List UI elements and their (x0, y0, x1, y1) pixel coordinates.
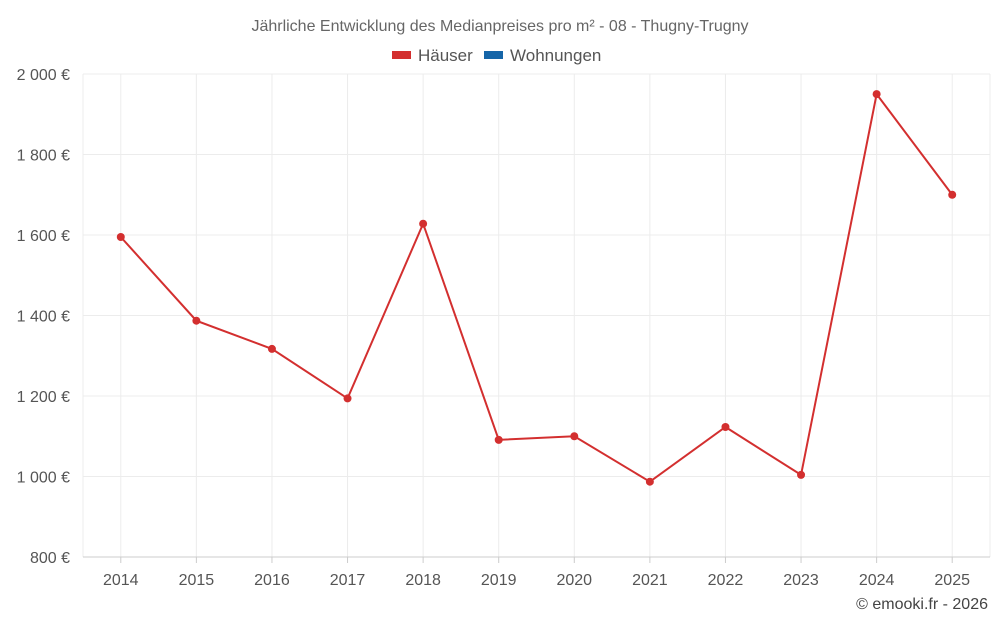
x-tick-label: 2016 (254, 572, 290, 589)
legend-label-wohnungen: Wohnungen (510, 46, 601, 65)
data-point-haeuser[interactable] (494, 435, 503, 444)
credit-text: © emooki.fr - 2026 (856, 596, 988, 613)
legend: Häuser Wohnungen (392, 46, 601, 65)
x-tick-label: 2025 (934, 572, 970, 589)
x-tick-label: 2019 (481, 572, 517, 589)
y-tick-label: 800 € (30, 550, 70, 567)
y-tick-label: 1 000 € (17, 470, 70, 487)
legend-item-wohnungen[interactable]: Wohnungen (484, 46, 601, 65)
legend-label-haeuser: Häuser (418, 46, 473, 65)
series-haeuser (116, 90, 957, 486)
y-tick-label: 2 000 € (17, 67, 70, 84)
grid (82, 73, 991, 557)
data-point-haeuser[interactable] (267, 344, 276, 353)
legend-item-haeuser[interactable]: Häuser (392, 46, 473, 65)
chart-title: Jährliche Entwicklung des Medianpreises … (251, 18, 748, 35)
data-point-haeuser[interactable] (419, 219, 428, 228)
y-tick-label: 1 400 € (17, 309, 70, 326)
x-tick-label: 2020 (556, 572, 592, 589)
x-axis: 2014 2015 2016 2017 2018 2019 2020 2021 2022 2023… (83, 556, 990, 589)
x-tick-label: 2021 (632, 572, 668, 589)
x-tick-label: 2014 (103, 572, 139, 589)
legend-swatch-haeuser (392, 51, 411, 59)
x-tick-label: 2018 (405, 572, 441, 589)
legend-swatch-wohnungen (484, 51, 503, 59)
x-tick-label: 2022 (708, 572, 744, 589)
y-axis: 800 € 1 000 € 1 200 € 1 400 € 1 600 € 1 800 €… (17, 67, 70, 567)
data-point-haeuser[interactable] (645, 477, 654, 486)
data-point-haeuser[interactable] (570, 432, 579, 441)
data-point-haeuser[interactable] (948, 190, 957, 199)
data-point-haeuser[interactable] (721, 422, 730, 431)
x-tick-label: 2023 (783, 572, 819, 589)
data-point-haeuser[interactable] (797, 470, 806, 479)
data-point-haeuser[interactable] (116, 233, 125, 242)
y-tick-label: 1 200 € (17, 389, 70, 406)
x-tick-label: 2015 (179, 572, 215, 589)
y-tick-label: 1 800 € (17, 148, 70, 165)
data-point-haeuser[interactable] (343, 394, 352, 403)
series-line-haeuser (120, 91, 954, 483)
y-tick-label: 1 600 € (17, 228, 70, 245)
data-point-haeuser[interactable] (192, 316, 201, 325)
data-point-haeuser[interactable] (872, 90, 881, 99)
x-tick-label: 2017 (330, 572, 366, 589)
x-tick-label: 2024 (859, 572, 895, 589)
